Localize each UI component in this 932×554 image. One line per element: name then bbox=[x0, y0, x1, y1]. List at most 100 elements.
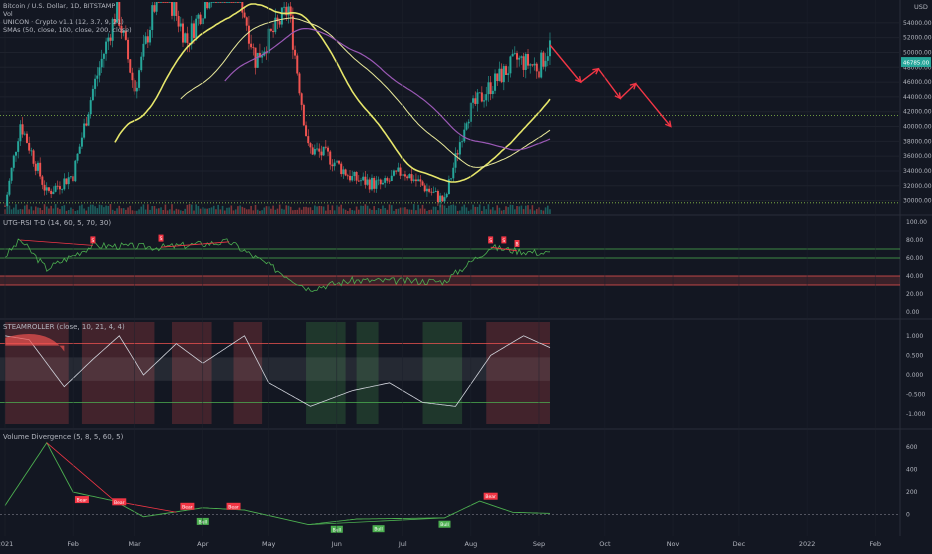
volume-bar bbox=[21, 209, 24, 214]
candle-body bbox=[144, 36, 147, 44]
candle-body bbox=[52, 191, 55, 195]
candle-body bbox=[239, 2, 242, 3]
candle-body bbox=[344, 169, 347, 176]
volume-bar bbox=[364, 204, 367, 214]
candle-body bbox=[324, 146, 327, 148]
candle-body bbox=[129, 59, 132, 73]
volume-bar bbox=[516, 206, 518, 214]
volume-bar bbox=[278, 204, 281, 214]
voldiv-bear-mark bbox=[180, 502, 195, 510]
candle-body bbox=[135, 87, 138, 92]
candle-body bbox=[192, 23, 195, 39]
volume-bar bbox=[171, 204, 173, 214]
candle-body bbox=[399, 167, 402, 176]
volume-bar bbox=[89, 204, 92, 214]
voldiv-axis-tick: 200 bbox=[906, 489, 918, 496]
candle-body bbox=[250, 43, 253, 48]
volume-bar bbox=[300, 209, 303, 214]
volume-bar bbox=[94, 206, 96, 214]
volume-bar bbox=[360, 205, 362, 214]
volume-bar bbox=[254, 204, 257, 214]
volume-bar bbox=[98, 204, 101, 214]
voldiv-bull-mark bbox=[372, 525, 385, 533]
candle-body bbox=[19, 124, 22, 142]
candle-body bbox=[232, 2, 235, 3]
volume-bar bbox=[136, 210, 138, 214]
volume-bar bbox=[217, 204, 219, 214]
candle-body bbox=[10, 167, 13, 181]
volume-bar bbox=[527, 205, 529, 214]
volume-bar bbox=[487, 204, 490, 214]
candle-body bbox=[491, 90, 494, 95]
candle-body bbox=[395, 170, 398, 172]
candle-body bbox=[41, 176, 44, 185]
volume-bar bbox=[182, 210, 184, 214]
candle-body bbox=[346, 175, 349, 177]
candle-body bbox=[454, 153, 457, 168]
volume-bar bbox=[494, 210, 496, 214]
volume-bar bbox=[125, 209, 127, 214]
volume-bar bbox=[399, 207, 402, 214]
volume-bar bbox=[197, 206, 200, 214]
unicon-legend[interactable]: UNICON · Crypto v1.1 (12, 3.7, 9, 21) bbox=[3, 18, 124, 26]
volume-bar bbox=[338, 206, 340, 214]
volume-bar bbox=[434, 206, 437, 214]
volume-bar bbox=[316, 206, 318, 214]
steamroller-pane-label[interactable]: STEAMROLLER (close, 10, 21, 4, 4) bbox=[3, 323, 125, 331]
candle-body bbox=[223, 2, 226, 3]
volume-bar bbox=[234, 209, 237, 214]
volume-legend[interactable]: Vol bbox=[3, 10, 13, 18]
candle-body bbox=[533, 63, 536, 66]
steamroller-axis-tick: 1.000 bbox=[906, 333, 923, 340]
volume-bar bbox=[92, 204, 94, 214]
volume-bar bbox=[30, 206, 33, 214]
candle-body bbox=[195, 18, 198, 39]
voldiv-bear-label: Bear bbox=[182, 504, 193, 510]
volume-bar bbox=[344, 209, 347, 214]
projection-arrow-path bbox=[549, 44, 672, 127]
volume-bar bbox=[65, 210, 68, 214]
candle-body bbox=[17, 141, 20, 152]
candle-body bbox=[247, 25, 250, 44]
volume-bar bbox=[215, 209, 217, 214]
volume-bar bbox=[533, 210, 536, 214]
candle-body bbox=[203, 2, 206, 19]
volume-bar bbox=[445, 208, 448, 214]
candle-body bbox=[61, 189, 64, 191]
candle-body bbox=[540, 52, 543, 78]
voldiv-pane-label[interactable]: Volume Divergence (5, 8, 5, 60, 5) bbox=[3, 433, 124, 441]
candle-body bbox=[513, 53, 516, 54]
volume-bar bbox=[166, 210, 169, 214]
volume-bar bbox=[259, 210, 261, 214]
voldiv-bull-mark bbox=[438, 520, 451, 528]
volume-bar bbox=[131, 210, 134, 214]
volume-bar bbox=[390, 205, 393, 214]
volume-bar bbox=[81, 204, 83, 214]
candle-body bbox=[25, 133, 28, 143]
time-axis-label: 2021 bbox=[0, 540, 13, 548]
volume-bar bbox=[456, 210, 459, 214]
candle-body bbox=[467, 121, 470, 124]
candle-body bbox=[39, 162, 42, 177]
volume-bar bbox=[76, 210, 79, 214]
volume-bar bbox=[483, 206, 485, 214]
volume-bar bbox=[340, 204, 343, 214]
candle-body bbox=[294, 49, 297, 56]
steamroller-axis-tick: 0.000 bbox=[906, 372, 923, 379]
volume-bar bbox=[61, 206, 63, 214]
symbol-title[interactable]: Bitcoin / U.S. Dollar, 1D, BITSTAMP bbox=[3, 2, 116, 10]
rsi-axis-tick: 20.00 bbox=[906, 291, 923, 298]
candle-body bbox=[502, 66, 505, 83]
price-axis-tick: 54000.00 bbox=[903, 20, 932, 27]
rsi-sell-mark bbox=[90, 236, 96, 244]
volume-bar bbox=[193, 210, 195, 214]
volume-bar bbox=[454, 205, 457, 214]
smas-legend[interactable]: SMAs (50, close, 100, close, 200, close) bbox=[3, 26, 132, 34]
rsi-pane-label[interactable]: UTG-RSI T-D (14, 60, 5, 70, 30) bbox=[3, 219, 112, 227]
volume-bar bbox=[432, 206, 435, 214]
volume-bar bbox=[87, 206, 90, 214]
voldiv-bear-mark bbox=[483, 492, 498, 500]
volume-bar bbox=[241, 206, 244, 214]
volume-bar bbox=[546, 205, 549, 214]
